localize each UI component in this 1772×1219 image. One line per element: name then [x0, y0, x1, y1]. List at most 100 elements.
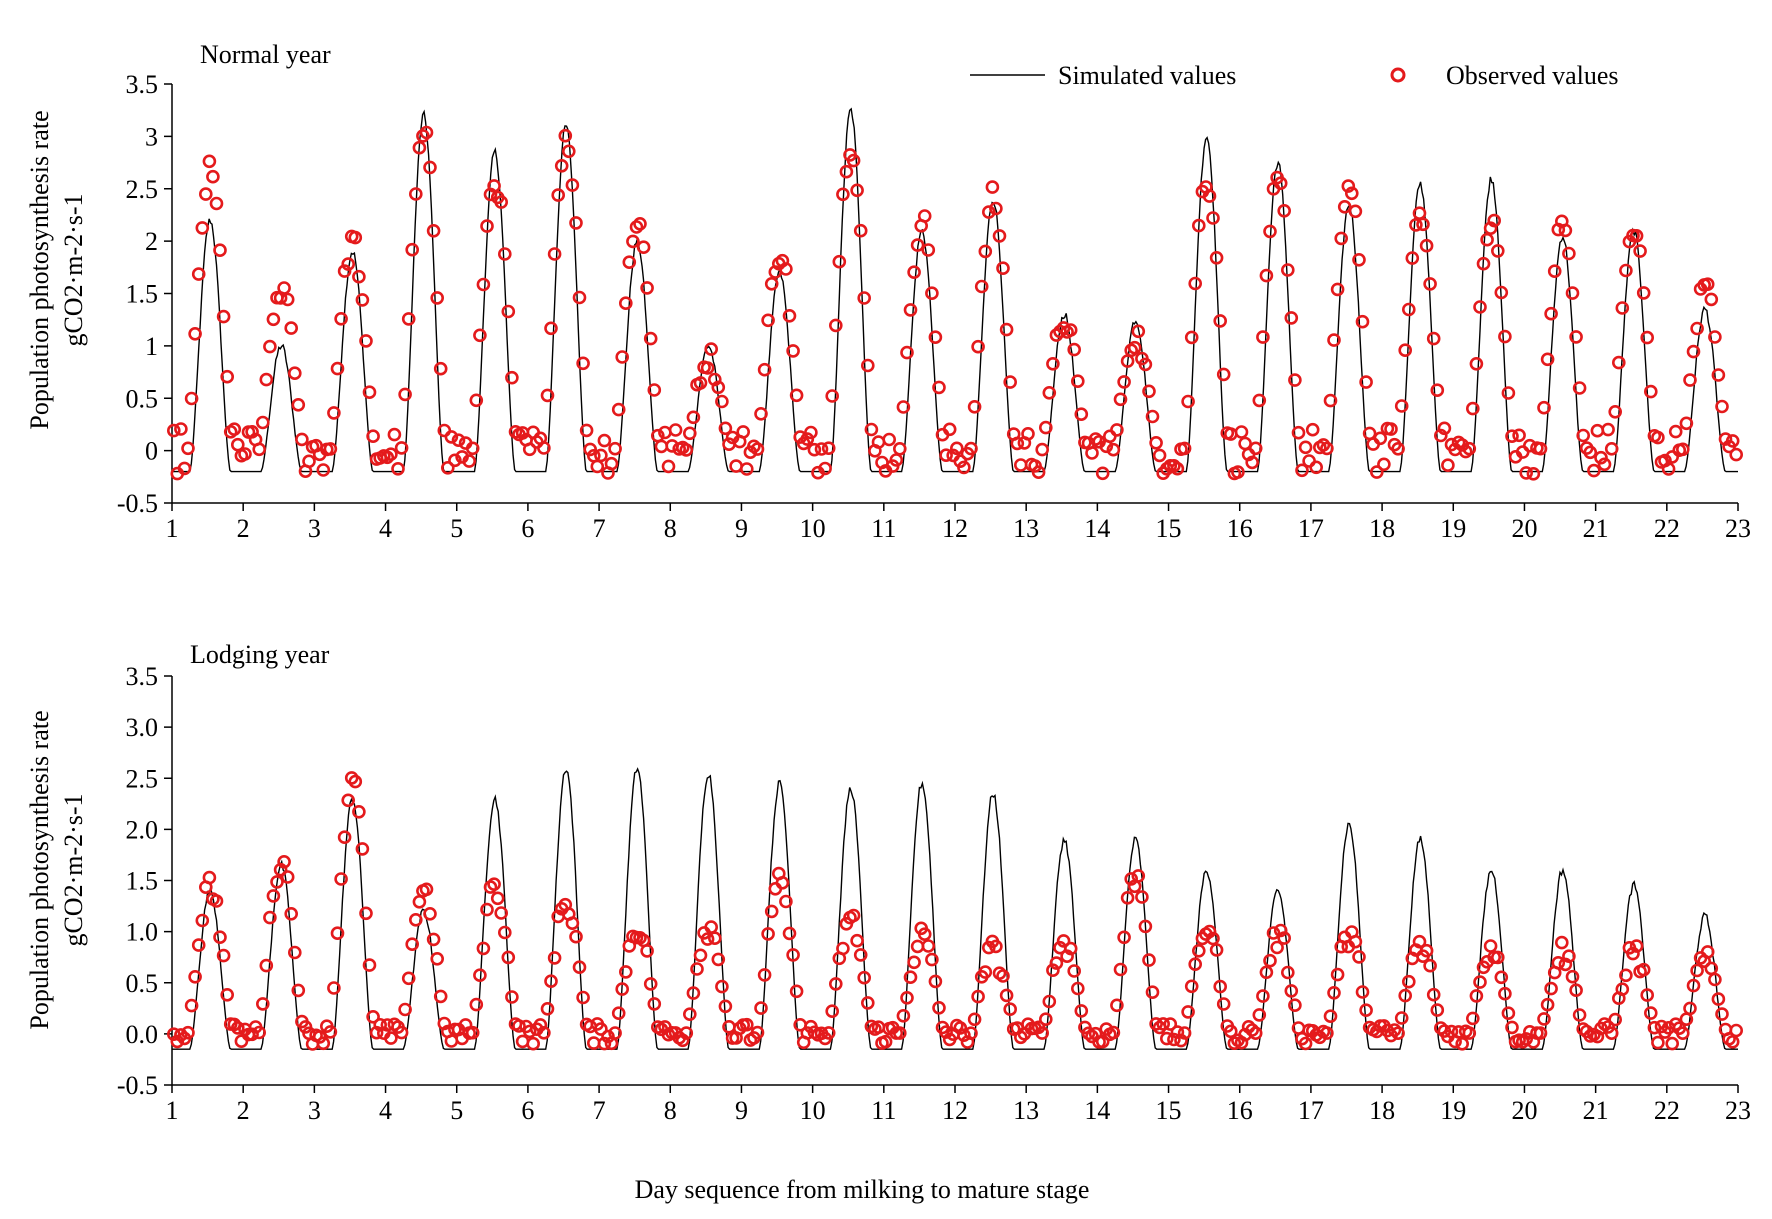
observed-point — [572, 960, 587, 975]
observed-point — [501, 304, 516, 319]
observed-point — [1160, 1031, 1174, 1046]
observed-point — [1302, 454, 1316, 468]
observed-point — [1113, 962, 1128, 977]
observed-point — [1430, 1003, 1445, 1017]
observed-point — [537, 441, 551, 455]
y-tick-label: 3.5 — [126, 662, 159, 691]
observed-point — [1519, 1032, 1533, 1046]
observed-point — [1665, 1036, 1679, 1051]
observed-point — [405, 937, 420, 952]
observed-point — [1277, 204, 1291, 218]
observed-point — [1327, 333, 1341, 347]
observed-point — [1152, 448, 1167, 463]
observed-point — [497, 247, 512, 261]
observed-point — [900, 345, 914, 360]
observed-point — [583, 1019, 598, 1034]
observed-point — [1273, 923, 1288, 938]
observed-point — [985, 180, 1000, 194]
observed-point — [359, 906, 373, 921]
observed-point — [362, 958, 377, 972]
observed-point — [1003, 375, 1018, 389]
observed-point — [1046, 356, 1060, 371]
y-tick-label: 0.5 — [126, 969, 159, 998]
observed-point — [1505, 1020, 1519, 1035]
observed-point — [1142, 384, 1156, 399]
observed-point — [270, 875, 284, 889]
observed-point — [1690, 963, 1704, 978]
observed-point — [1487, 213, 1501, 228]
observed-point — [195, 913, 210, 928]
x-tick-label: 6 — [521, 1096, 534, 1125]
y-tick-label: 3.0 — [126, 713, 159, 742]
y-tick-label: 1.0 — [126, 918, 159, 947]
observed-point — [967, 1012, 982, 1027]
observed-point — [643, 331, 658, 346]
observed-point — [1708, 330, 1722, 344]
x-tick-label: 3 — [308, 1096, 321, 1125]
observed-point — [1013, 458, 1028, 472]
observed-point — [1149, 1017, 1163, 1031]
observed-point — [1615, 982, 1630, 997]
observed-point — [882, 432, 897, 447]
observed-point — [707, 372, 722, 387]
observed-point — [1216, 367, 1231, 382]
observed-point — [850, 933, 864, 948]
observed-point — [1263, 224, 1277, 239]
x-tick-label: 4 — [379, 514, 392, 543]
observed-point — [252, 442, 267, 457]
observed-point — [622, 255, 637, 270]
observed-point — [408, 187, 423, 201]
observed-point — [690, 962, 704, 976]
observed-point — [1042, 994, 1057, 1009]
observed-point — [1612, 355, 1626, 370]
observed-point — [1608, 404, 1622, 419]
observed-point — [544, 321, 558, 336]
observed-point — [1498, 986, 1512, 1001]
observed-point — [1074, 407, 1089, 422]
observed-point — [1085, 446, 1099, 460]
x-tick-label: 18 — [1369, 514, 1395, 543]
observed-point — [287, 945, 302, 960]
observed-point — [718, 421, 733, 436]
observed-point — [789, 984, 804, 999]
observed-point — [1466, 401, 1480, 416]
x-tick-label: 20 — [1511, 1096, 1537, 1125]
observed-point — [1483, 221, 1498, 235]
observed-point — [846, 153, 861, 168]
y-tick-label: 2.0 — [126, 815, 159, 844]
observed-point — [1629, 229, 1644, 243]
observed-point — [512, 1019, 526, 1033]
observed-point — [1170, 461, 1185, 476]
observed-point — [711, 952, 726, 967]
observed-point — [989, 201, 1003, 216]
x-tick-label: 8 — [664, 1096, 677, 1125]
observed-point — [497, 925, 512, 940]
observed-point — [832, 254, 847, 269]
x-tick-label: 19 — [1440, 514, 1466, 543]
observed-point — [1188, 276, 1202, 291]
x-tick-label: 15 — [1156, 514, 1182, 543]
observed-point — [412, 894, 427, 909]
x-tick-label: 2 — [237, 514, 250, 543]
observed-point — [1565, 969, 1580, 984]
observed-point — [679, 1026, 694, 1040]
observed-point — [263, 339, 277, 354]
observed-point — [1352, 252, 1366, 267]
x-tick-label: 10 — [800, 514, 826, 543]
observed-point — [839, 164, 854, 179]
observed-point — [1644, 384, 1658, 399]
observed-point — [604, 456, 619, 471]
observed-point — [1216, 997, 1231, 1011]
x-tick-label: 6 — [521, 514, 534, 543]
observed-point — [1583, 445, 1598, 460]
observed-point — [1095, 466, 1110, 481]
observed-point — [942, 422, 957, 437]
observed-point — [1434, 428, 1448, 443]
observed-point — [1466, 1011, 1480, 1026]
observed-point — [675, 1033, 690, 1048]
observed-point — [1291, 425, 1306, 440]
observed-point — [448, 453, 462, 468]
observed-point — [537, 1026, 551, 1040]
observed-point — [1402, 302, 1416, 317]
observed-point — [444, 430, 459, 444]
